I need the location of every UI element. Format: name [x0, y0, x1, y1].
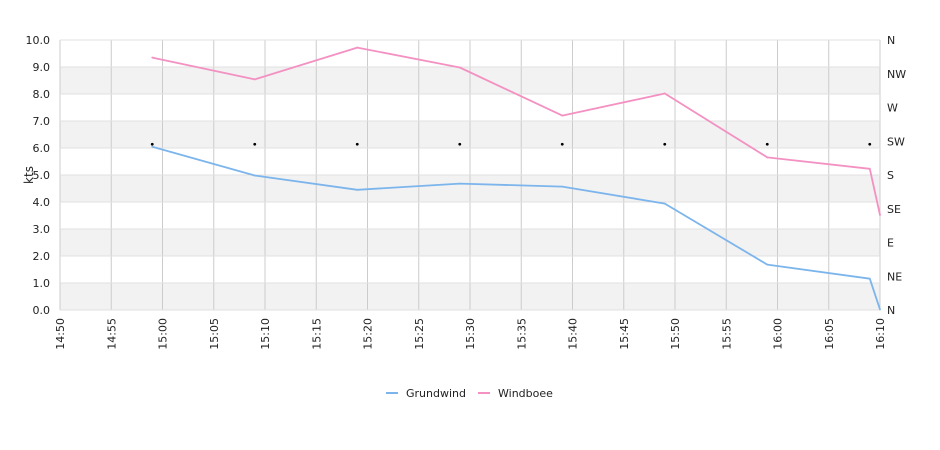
y-tick-label: 10.0	[26, 34, 51, 47]
data-point	[868, 277, 871, 280]
x-tick-label: 15:55	[720, 318, 733, 350]
legend-item-windboee[interactable]: Windboee	[478, 387, 553, 400]
data-point	[356, 46, 359, 49]
data-point	[868, 167, 871, 170]
x-tick-label: 15:30	[464, 318, 477, 350]
right-tick-label: W	[887, 102, 898, 115]
right-tick-label: NE	[887, 270, 902, 283]
x-tick-label: 14:55	[105, 318, 118, 350]
y-axis-title: kts	[22, 166, 36, 184]
x-tick-label: 15:05	[208, 318, 221, 350]
data-point	[458, 66, 461, 69]
right-axis-ticks: N NE E SE S SW W NW N	[887, 34, 906, 317]
legend[interactable]: Grundwind Windboee	[386, 387, 553, 400]
direction-point	[355, 142, 359, 146]
data-point	[253, 174, 256, 177]
right-tick-label: SW	[887, 135, 905, 148]
direction-point	[868, 142, 872, 146]
x-tick-label: 15:25	[413, 318, 426, 350]
data-point	[561, 114, 564, 117]
y-tick-label: 6.0	[33, 142, 51, 155]
right-tick-label: S	[887, 169, 894, 182]
x-tick-label: 15:15	[310, 318, 323, 350]
x-axis-ticks: 14:50 14:55 15:00 15:05 15:10 15:15 15:20 15:25…	[54, 318, 887, 350]
x-tick-label: 14:50	[54, 318, 67, 350]
y-tick-label: 4.0	[33, 196, 51, 209]
data-point	[766, 263, 769, 266]
direction-point	[663, 142, 667, 146]
x-tick-label: 16:10	[874, 318, 887, 350]
right-tick-label: NW	[887, 68, 906, 81]
data-point	[879, 308, 881, 311]
data-point	[151, 56, 154, 59]
x-tick-label: 15:00	[157, 318, 170, 350]
data-point	[458, 182, 461, 185]
x-tick-label: 15:10	[259, 318, 272, 350]
y-tick-label: 1.0	[33, 277, 51, 290]
right-tick-label: N	[887, 304, 895, 317]
y-tick-label: 8.0	[33, 88, 51, 101]
data-point	[253, 78, 256, 81]
y-tick-label: 0.0	[33, 304, 51, 317]
data-point	[561, 185, 564, 188]
direction-point	[458, 142, 462, 146]
y-tick-label: 2.0	[33, 250, 51, 263]
data-point	[663, 92, 666, 95]
x-tick-label: 15:45	[618, 318, 631, 350]
data-point	[356, 188, 359, 191]
legend-item-grundwind[interactable]: Grundwind	[386, 387, 466, 400]
series-layer	[151, 46, 881, 311]
data-point	[879, 214, 881, 216]
y-axis-ticks: 0.0 1.0 2.0 3.0 4.0 5.0 6.0 7.0 8.0 9.0 10.0	[26, 34, 51, 317]
legend-label: Windboee	[498, 387, 553, 400]
data-point	[663, 202, 666, 205]
y-tick-label: 5.0	[33, 169, 51, 182]
y-tick-label: 3.0	[33, 223, 51, 236]
direction-point	[150, 142, 154, 146]
data-point	[766, 156, 769, 159]
y-tick-label: 7.0	[33, 115, 51, 128]
direction-point	[253, 142, 257, 146]
x-tick-label: 15:50	[669, 318, 682, 350]
x-tick-label: 15:20	[362, 318, 375, 350]
x-tick-label: 16:00	[772, 318, 785, 350]
y-tick-label: 9.0	[33, 61, 51, 74]
right-tick-label: SE	[887, 203, 901, 216]
x-tick-label: 15:40	[567, 318, 580, 350]
direction-point	[765, 142, 769, 146]
x-tick-label: 16:05	[823, 318, 836, 350]
direction-point	[560, 142, 564, 146]
data-point	[151, 145, 154, 148]
legend-label: Grundwind	[406, 387, 466, 400]
direction-markers	[150, 142, 872, 146]
right-tick-label: E	[887, 237, 894, 250]
right-tick-label: N	[887, 34, 895, 47]
x-tick-label: 15:35	[515, 318, 528, 350]
